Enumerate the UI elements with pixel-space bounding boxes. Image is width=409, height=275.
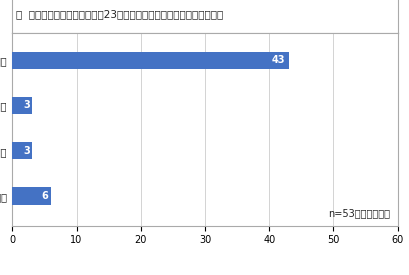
Text: 43: 43 [271,55,285,65]
Text: n=53（複数回答）: n=53（複数回答） [327,208,389,218]
Bar [12,97,31,114]
Text: 3: 3 [23,146,30,156]
Bar [12,52,288,69]
Bar [12,188,51,205]
Text: 3: 3 [23,100,30,111]
Text: 6: 6 [41,191,47,201]
Bar [12,142,31,160]
Text: 問  初めての授業再開時（平成23年度）の教室等の場所はどこでしたか: 問 初めての授業再開時（平成23年度）の教室等の場所はどこでしたか [16,9,223,19]
